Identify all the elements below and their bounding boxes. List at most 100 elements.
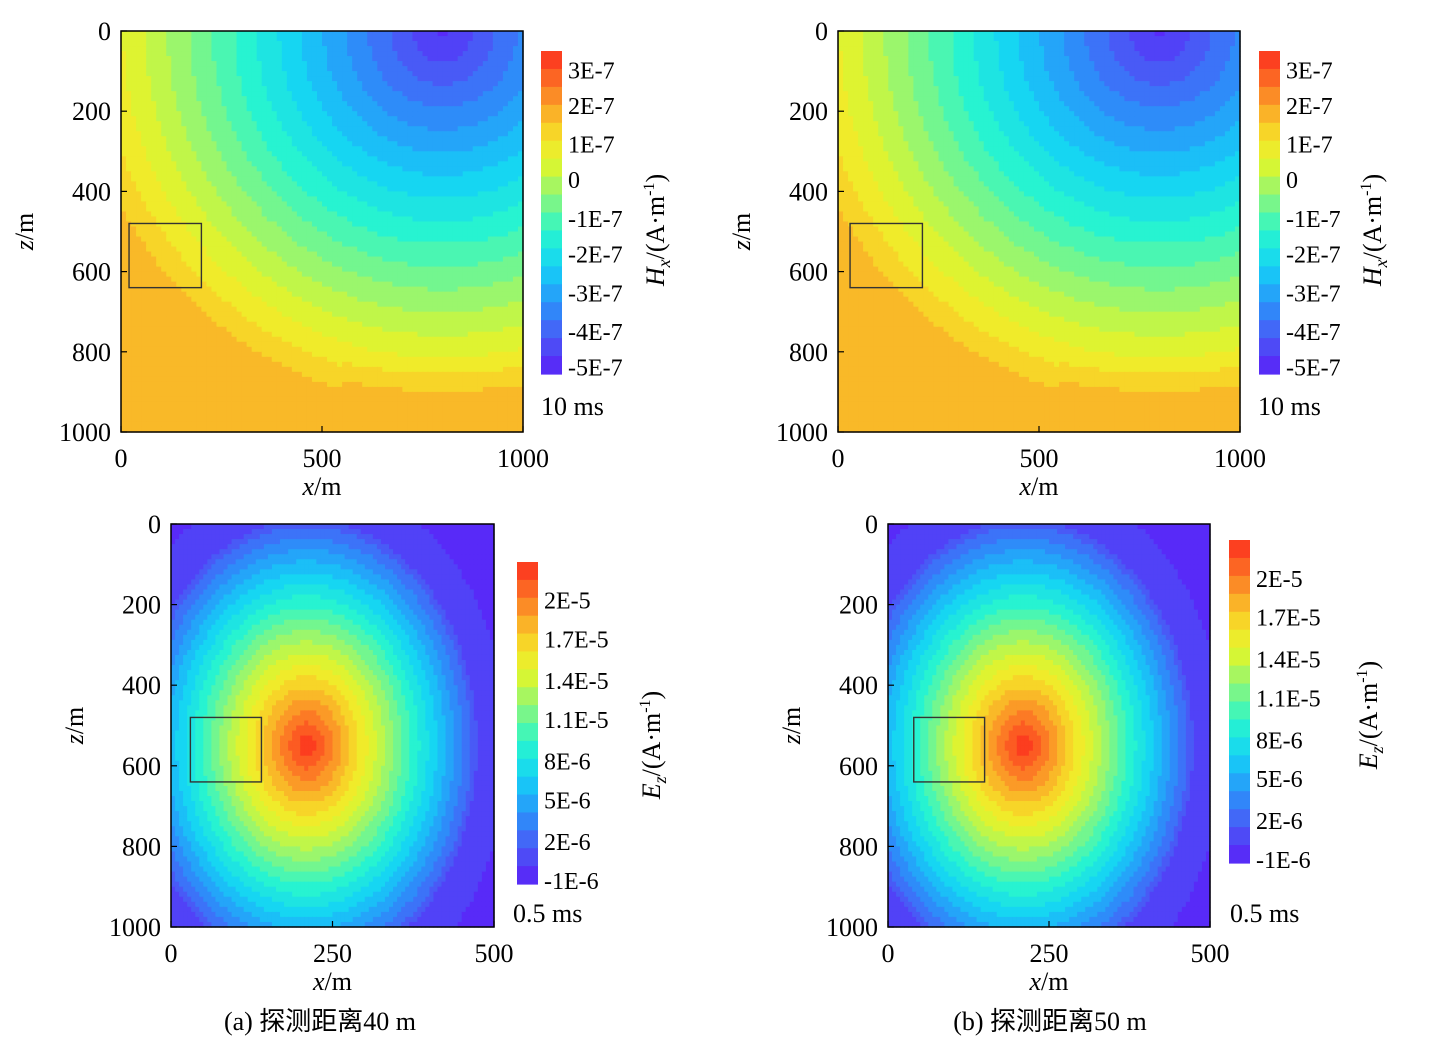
y-tick-label: 800 (72, 338, 111, 367)
colorbar-tick-label: 5E-6 (1256, 767, 1303, 793)
x-tick-label: 500 (475, 939, 514, 968)
colorbar-tick-label: 1.7E-5 (1256, 606, 1321, 632)
colorbar-tick-label: -1E-7 (568, 207, 623, 233)
colorbar: 3E-7 2E-7 1E-7 0 -1E-7 -2E-7 -3E-7 -4E-7 -5E-7 (1259, 51, 1341, 382)
colorbar-tick-label: -1E-6 (1256, 848, 1311, 874)
colorbar-tick-label: -3E-7 (568, 281, 623, 307)
colorbar-tick-label: -2E-7 (1286, 242, 1341, 268)
colorbar-tick-label: 3E-7 (568, 58, 615, 84)
x-tick-label: 0 (882, 939, 895, 968)
colorbar-label: Ez/(A·m-1) (637, 691, 670, 800)
time-label: 10 ms (541, 392, 604, 421)
anomaly-box (913, 716, 986, 783)
y-axis-label: z/m (10, 213, 39, 252)
y-tick-label: 600 (122, 752, 161, 781)
y-tick-label: 600 (789, 258, 828, 287)
y-axis-label: z/m (727, 213, 756, 252)
colorbar-tick-label: 2E-7 (1286, 94, 1333, 120)
colorbar-tick-label: -5E-7 (568, 356, 623, 382)
y-tick-label: 400 (122, 671, 161, 700)
colorbar-tick-label: -5E-7 (1286, 356, 1341, 382)
colorbar-tick-label: 1.1E-5 (1256, 686, 1321, 712)
colorbar-tick-label: 2E-7 (568, 94, 615, 120)
colorbar-tick-label: 8E-6 (544, 750, 591, 776)
colorbar-tick-label: 2E-6 (1256, 809, 1303, 835)
colorbar-tick-label: 2E-5 (1256, 567, 1303, 593)
time-label: 0.5 ms (513, 899, 582, 928)
colorbar-tick-label: 1E-7 (568, 133, 615, 159)
x-axis-label: x/m (312, 967, 352, 996)
anomaly-box (189, 716, 263, 783)
x-tick-label: 1000 (1214, 444, 1266, 473)
y-tick-label: 0 (148, 510, 161, 539)
contour-map (171, 524, 495, 928)
y-tick-label: 200 (122, 591, 161, 620)
y-axis-label: z/m (60, 707, 89, 746)
y-tick-label: 200 (839, 591, 878, 620)
y-tick-label: 0 (865, 510, 878, 539)
y-tick-label: 800 (789, 338, 828, 367)
colorbar-label: Hx/(A·m-1) (1358, 174, 1391, 287)
anomaly-box (849, 222, 924, 289)
y-tick-label: 1000 (59, 418, 111, 447)
colorbar-tick-label: -4E-7 (568, 320, 623, 346)
colorbar-tick-label: -3E-7 (1286, 281, 1341, 307)
colorbar-label: Hx/(A·m-1) (641, 174, 674, 287)
colorbar: 2E-5 1.7E-5 1.4E-5 1.1E-5 8E-6 5E-6 2E-6 -1E-6 (517, 562, 609, 895)
colorbar-tick-label: -2E-7 (568, 242, 623, 268)
y-tick-label: 400 (789, 177, 828, 206)
colorbar: 3E-7 2E-7 1E-7 0 -1E-7 -2E-7 -3E-7 -4E-7 -5E-7 (541, 51, 623, 382)
time-label: 0.5 ms (1230, 899, 1299, 928)
contour-map (838, 31, 1241, 433)
colorbar-tick-label: 3E-7 (1286, 58, 1333, 84)
colorbar-tick-label: 1.1E-5 (544, 708, 609, 734)
y-tick-label: 600 (72, 258, 111, 287)
y-tick-label: 200 (789, 97, 828, 126)
colorbar-tick-label: 2E-5 (544, 589, 591, 615)
y-tick-label: 1000 (109, 913, 161, 942)
y-tick-label: 400 (72, 177, 111, 206)
x-tick-label: 500 (303, 444, 342, 473)
y-tick-label: 1000 (776, 418, 828, 447)
y-tick-label: 400 (839, 671, 878, 700)
colorbar-label: Ez/(A·m-1) (1354, 661, 1387, 770)
colorbar-tick-label: 1.4E-5 (1256, 648, 1321, 674)
y-tick-label: 800 (839, 832, 878, 861)
colorbar-tick-label: -1E-6 (544, 869, 599, 895)
y-tick-label: 600 (839, 752, 878, 781)
y-tick-label: 0 (98, 17, 111, 46)
x-tick-label: 250 (1030, 939, 1069, 968)
x-tick-label: 0 (115, 444, 128, 473)
y-tick-label: 0 (815, 17, 828, 46)
colorbar-tick-label: 0 (1286, 168, 1298, 194)
x-axis-label: x/m (1029, 967, 1069, 996)
colorbar: 2E-5 1.7E-5 1.4E-5 1.1E-5 8E-6 5E-6 2E-6 -1E-6 (1229, 540, 1321, 874)
y-tick-label: 200 (72, 97, 111, 126)
colorbar-tick-label: 2E-6 (544, 830, 591, 856)
caption-b: (b) 探测距离50 m (953, 1007, 1147, 1036)
x-tick-label: 0 (832, 444, 845, 473)
colorbar-tick-label: 1.7E-5 (544, 627, 609, 653)
x-tick-label: 1000 (497, 444, 549, 473)
colorbar-tick-label: 1E-7 (1286, 133, 1333, 159)
y-tick-label: 800 (122, 832, 161, 861)
y-tick-label: 1000 (826, 913, 878, 942)
time-label: 10 ms (1258, 392, 1321, 421)
colorbar-tick-label: 5E-6 (544, 788, 591, 814)
colorbar-tick-label: 0 (568, 168, 580, 194)
contour-map (888, 524, 1211, 928)
contour-map (121, 31, 524, 433)
colorbar-tick-label: 1.4E-5 (544, 669, 609, 695)
colorbar-tick-label: 8E-6 (1256, 728, 1303, 754)
x-axis-label: x/m (1019, 472, 1059, 501)
x-tick-label: 0 (165, 939, 178, 968)
x-tick-label: 500 (1020, 444, 1059, 473)
x-tick-label: 500 (1191, 939, 1230, 968)
x-axis-label: x/m (302, 472, 342, 501)
colorbar-tick-label: -1E-7 (1286, 207, 1341, 233)
x-tick-label: 250 (313, 939, 352, 968)
